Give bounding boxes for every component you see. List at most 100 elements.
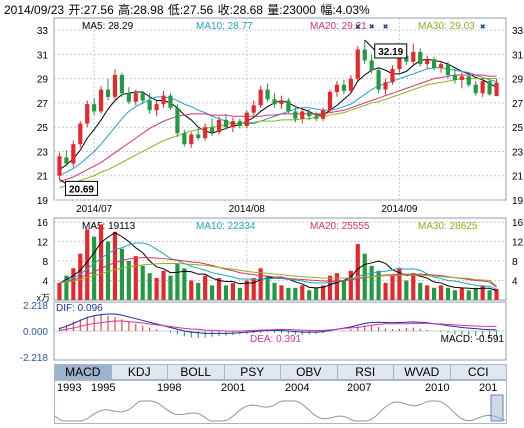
candle-body [494, 82, 499, 97]
volume-y-tick-left: 8 [42, 257, 48, 268]
volume-bar [64, 275, 69, 300]
candle-body [452, 75, 457, 80]
volume-bar [390, 275, 395, 300]
nav-year-label: 201 [479, 382, 498, 394]
volume-bar [175, 263, 180, 300]
volume-y-tick-left: 12 [37, 238, 49, 249]
price-y-tick-left: 19 [37, 196, 49, 207]
volume-bar [92, 236, 97, 300]
price-y-tick-right: 25 [512, 123, 524, 134]
volume-y-tick-right: 16 [512, 218, 524, 229]
volume-bar [494, 288, 499, 300]
candle-body [189, 134, 194, 145]
volume-bar [369, 265, 374, 300]
tab-boll[interactable]: BOLL [168, 365, 225, 379]
candle-body [175, 107, 180, 134]
volume-y-tick-right: 8 [512, 257, 518, 268]
price-panel-frame [53, 17, 507, 201]
volume-bar [210, 285, 215, 300]
volume-bar [189, 280, 194, 300]
min-marker-box [64, 180, 98, 196]
tab-wvad[interactable]: WVAD [394, 365, 451, 379]
candle-body [466, 76, 471, 85]
volume-bar [237, 287, 242, 300]
tab-obv[interactable]: OBV [281, 365, 338, 379]
volume-bar [196, 282, 201, 300]
price-y-tick-left: 27 [37, 99, 49, 110]
candle-body [411, 51, 416, 62]
dif-line [59, 313, 497, 334]
candle-body [71, 144, 76, 164]
candle-body [258, 89, 263, 106]
candle-body [383, 82, 388, 90]
candle-body [154, 104, 159, 111]
volume-bar [216, 278, 222, 300]
tab-kdj[interactable]: KDJ [112, 365, 168, 379]
price-ma5-line [59, 58, 497, 171]
volume-ma-label: MA30: 28625 [418, 221, 478, 232]
volume-bar [376, 270, 381, 300]
event-marker-icon: ✖ [355, 24, 361, 31]
tab-rsi[interactable]: RSI [338, 365, 394, 379]
price-ma-label: MA20: 29.21 [310, 21, 367, 32]
candle-body [168, 95, 173, 108]
candle-body [300, 111, 305, 119]
candle-body [362, 49, 367, 61]
tab-psy[interactable]: PSY [225, 365, 281, 379]
max-marker-pointer [364, 39, 376, 51]
volume-bar [105, 241, 111, 300]
volume-bar [307, 290, 312, 300]
price-y-tick-left: 23 [37, 147, 49, 158]
volume-bar [126, 261, 131, 300]
candle-body [355, 49, 360, 79]
price-ma-label: MA10: 28.77 [196, 21, 253, 32]
volume-bar [168, 275, 173, 300]
candle-body [140, 93, 145, 101]
candle-body [92, 104, 97, 112]
volume-bar [341, 280, 346, 300]
price-x-tick: 2014/08 [229, 204, 266, 215]
candle-body [390, 68, 395, 83]
tab-cci[interactable]: CCI [467, 365, 489, 379]
volume-bar [223, 285, 229, 300]
volume-bar [348, 270, 353, 300]
volume-bar [445, 287, 451, 300]
nav-year-label: 2007 [347, 382, 372, 394]
candle-body [203, 127, 208, 139]
volume-bar [473, 287, 478, 300]
dea-line [59, 320, 497, 332]
volume-bar [85, 229, 90, 300]
stock-chart[interactable]: 33 33 31 31 29 29 27 27 25 25 23 23 21 21 19 19 2014/07 2… [0, 0, 524, 364]
volume-bar [487, 290, 492, 300]
volume-bar [314, 287, 319, 300]
candle-body [397, 55, 402, 69]
tab-macd[interactable]: MACD [55, 365, 112, 379]
volume-ma30-line [59, 262, 497, 287]
candle-body [147, 100, 152, 111]
volume-bar [182, 268, 187, 300]
volume-bar [404, 280, 409, 300]
macd-dea-label: DEA: 0.391 [250, 334, 302, 345]
navigator-window-handle[interactable] [490, 394, 504, 422]
quote-date: 2014/09/23 [4, 3, 65, 17]
volume-bar [383, 282, 388, 300]
volume-ma-label: MA5: 19113 [82, 221, 136, 232]
candle-body [161, 95, 166, 105]
history-navigator[interactable]: 1993 1995 1998 2001 2004 2007 2010 201 [54, 380, 507, 424]
candle-body [112, 75, 118, 97]
volume-bar [293, 287, 298, 300]
history-sparkline [55, 400, 506, 422]
quote-low: 低:27.56 [167, 3, 214, 17]
max-marker-label: 32.19 [378, 47, 403, 58]
max-marker-box [374, 43, 408, 59]
quote-high: 高:28.98 [118, 3, 164, 17]
volume-bar [452, 290, 457, 300]
volume-bar [251, 278, 256, 300]
volume-bar [258, 268, 263, 300]
volume-bar [327, 275, 333, 300]
price-y-tick-left: 33 [37, 26, 49, 37]
candle-body [99, 89, 104, 112]
candle-body [293, 111, 298, 119]
volume-y-tick-right: 4 [512, 277, 518, 288]
nav-year-label: 2001 [221, 382, 246, 394]
